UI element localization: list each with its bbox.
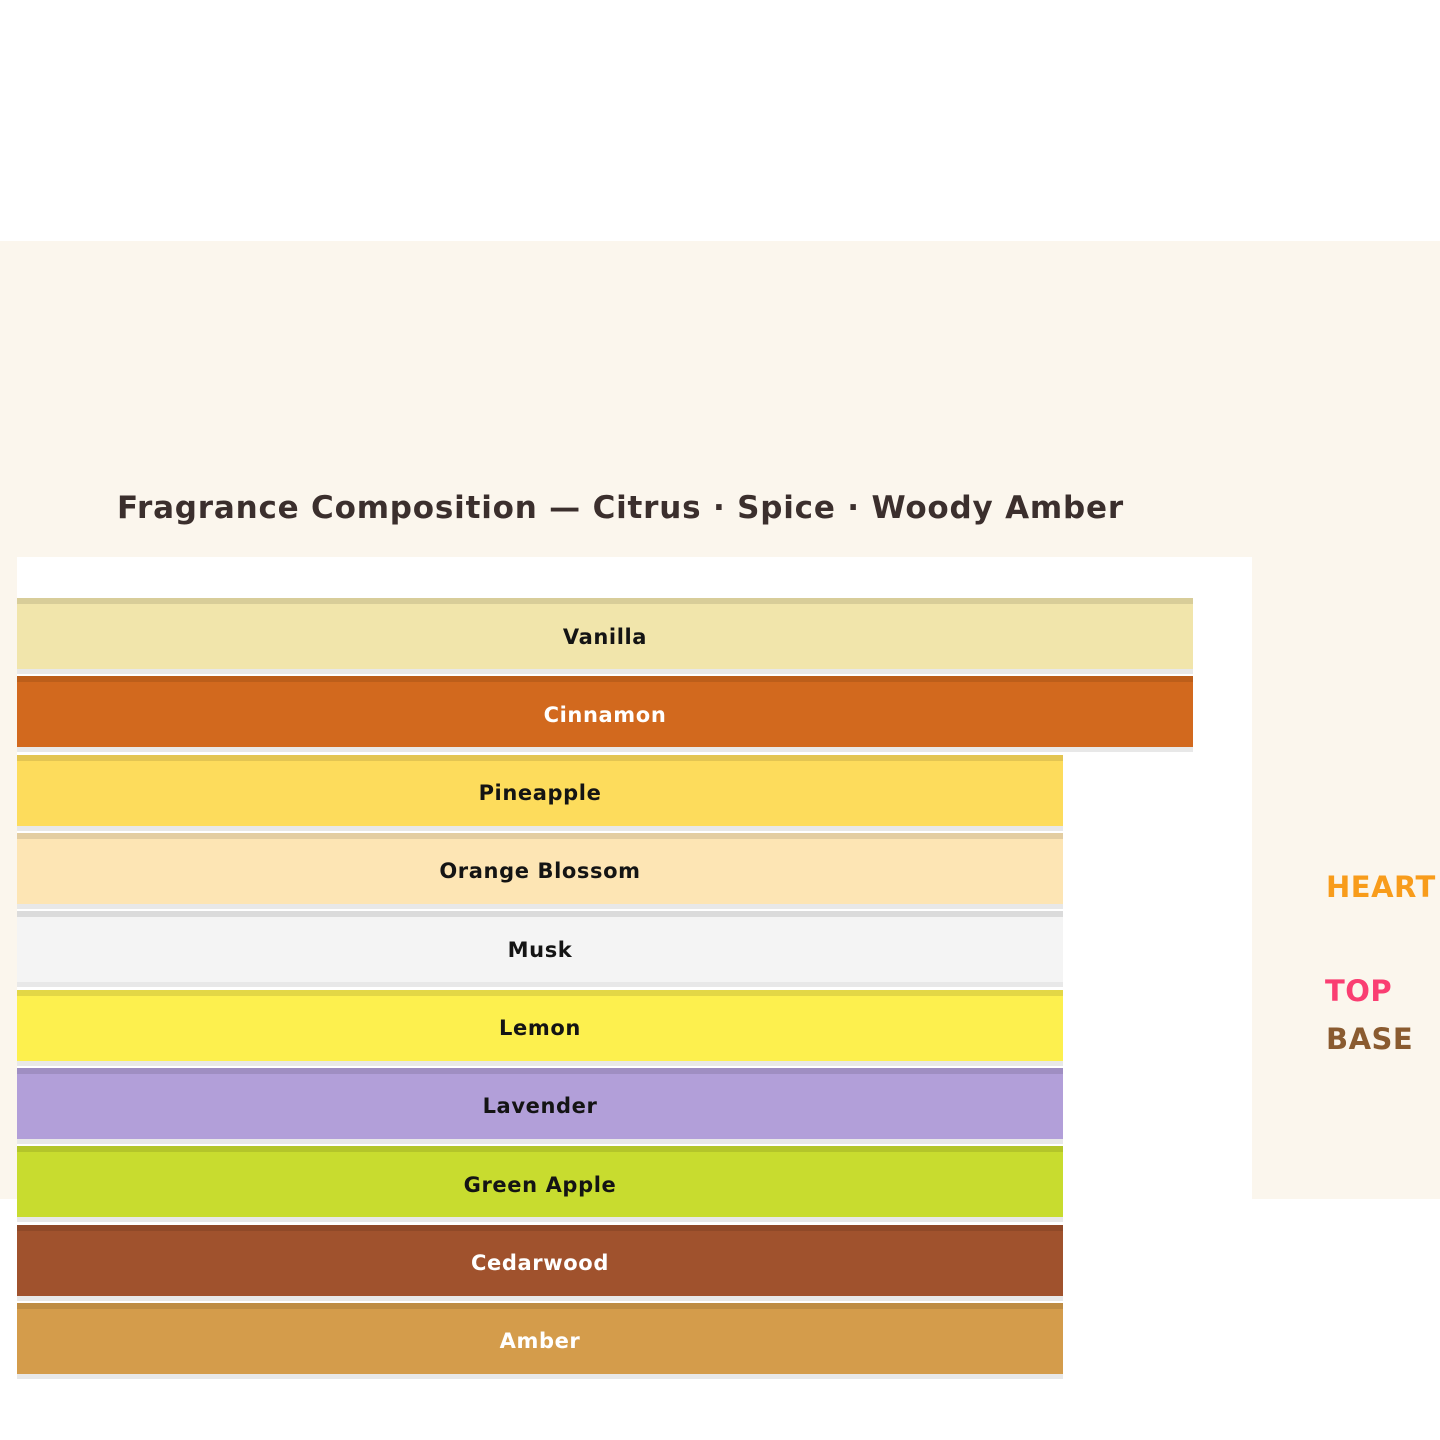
chart-title: Fragrance Composition — Citrus · Spice ·… <box>117 490 1124 526</box>
bar-pineapple: Pineapple <box>17 754 1063 826</box>
legend-top-label: TOP <box>1325 974 1393 1008</box>
bar-label-pineapple: Pineapple <box>478 781 602 806</box>
bar-label-lavender: Lavender <box>482 1094 598 1119</box>
bar-orange-blossom: Orange Blossom <box>17 832 1063 904</box>
bar-label-green-apple: Green Apple <box>463 1172 617 1197</box>
bar-label-orange-blossom: Orange Blossom <box>439 859 641 884</box>
bar-vanilla: Vanilla <box>17 598 1193 669</box>
bar-lavender: Lavender <box>17 1067 1063 1139</box>
bar-label-musk: Musk <box>507 937 573 962</box>
bar-label-cedarwood: Cedarwood <box>471 1251 609 1276</box>
legend-base-label: BASE <box>1326 1022 1414 1056</box>
bar-label-amber: Amber <box>499 1329 581 1354</box>
bar-cinnamon: Cinnamon <box>17 676 1193 748</box>
bar-lemon: Lemon <box>17 989 1063 1061</box>
bar-green-apple: Green Apple <box>17 1146 1063 1218</box>
plot-area: Vanilla Cinnamon Pineapple Orange Blosso… <box>17 557 1252 1423</box>
bar-amber: Amber <box>17 1302 1063 1374</box>
bar-cedarwood: Cedarwood <box>17 1224 1063 1296</box>
legend-heart-label: HEART <box>1326 870 1436 904</box>
bar-label-vanilla: Vanilla <box>562 624 648 649</box>
bar-musk: Musk <box>17 911 1063 983</box>
chart-canvas: Fragrance Composition — Citrus · Spice ·… <box>0 241 1440 1423</box>
bar-label-cinnamon: Cinnamon <box>543 702 667 727</box>
bar-label-lemon: Lemon <box>499 1016 581 1041</box>
